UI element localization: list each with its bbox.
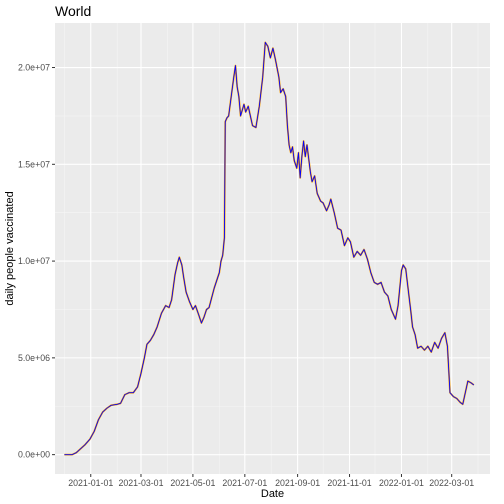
y-tick-label: 2.0e+07	[18, 63, 50, 73]
x-tick-label: 2022-03-01	[429, 478, 474, 488]
y-tick-label: 1.0e+07	[18, 256, 50, 266]
grid-major	[55, 23, 490, 474]
x-axis: 2021-01-01 2021-03-01 2021-05-01 2021-07-01…	[68, 474, 474, 488]
chart-title: World	[55, 3, 91, 19]
grid-minor	[55, 23, 490, 474]
x-axis-title: Date	[261, 488, 284, 500]
series-line-1	[64, 41, 475, 456]
x-tick-label: 2022-01-01	[379, 478, 424, 488]
x-tick-label: 2021-03-01	[118, 478, 163, 488]
x-tick-label: 2021-01-01	[68, 478, 113, 488]
x-tick-label: 2021-05-01	[170, 478, 215, 488]
x-tick-label: 2021-11-01	[327, 478, 371, 488]
y-tick-label: 1.5e+07	[18, 159, 50, 169]
y-axis-title: daily people vaccinated	[4, 191, 16, 305]
x-tick-label: 2021-07-01	[222, 478, 267, 488]
x-tick-label: 2021-09-01	[275, 478, 320, 488]
series-layer	[64, 41, 475, 456]
y-tick-label: 5.0e+06	[18, 353, 50, 363]
plot-panel	[55, 23, 490, 474]
y-axis: 0.0e+00 5.0e+06 1.0e+07 1.5e+07 2.0e+07	[18, 63, 55, 460]
y-tick-label: 0.0e+00	[18, 450, 50, 460]
